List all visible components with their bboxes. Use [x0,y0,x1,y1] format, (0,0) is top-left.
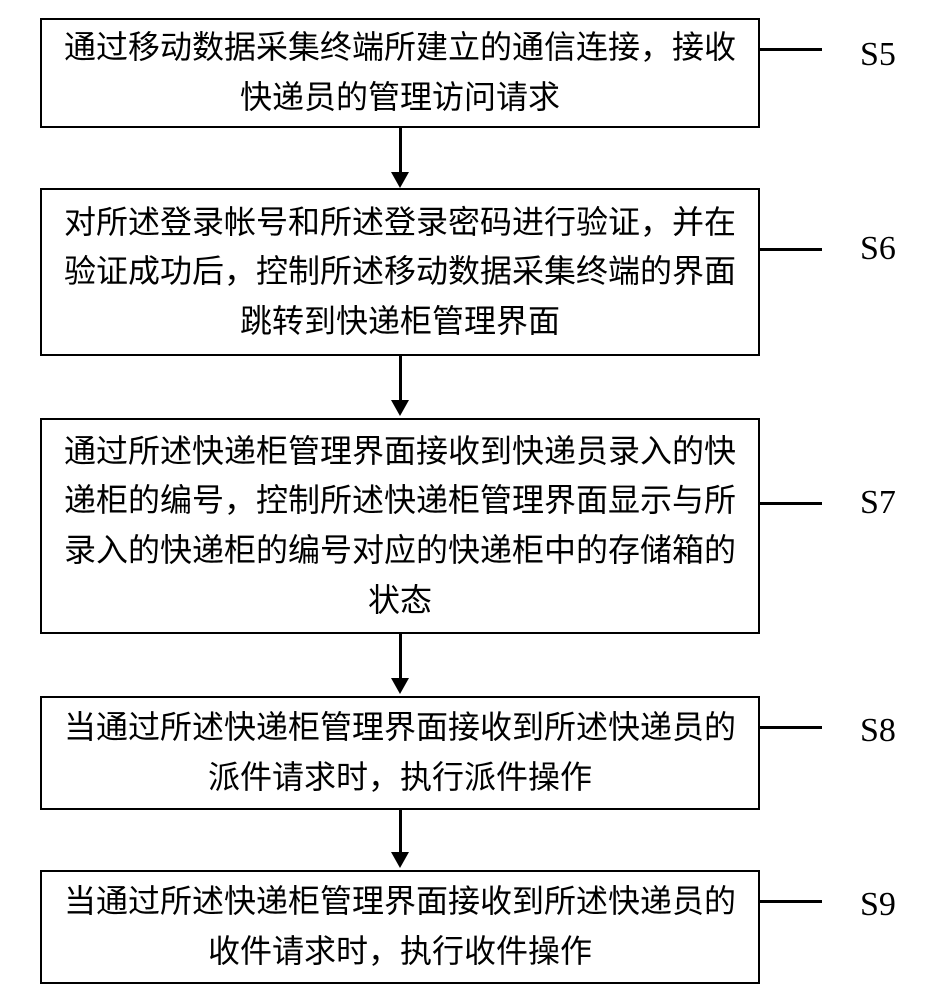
arrow-line-s5-s6 [399,128,402,172]
step-label-s8: S8 [860,712,896,750]
step-label-s9: S9 [860,886,896,924]
step-label-s7: S7 [860,484,896,522]
arrow-line-s8-s9 [399,810,402,852]
tick-line-s9 [760,900,822,903]
flow-step-text: 通过所述快递柜管理界面接收到快递员录入的快递柜的编号，控制所述快递柜管理界面显示… [62,427,738,625]
flow-step-text: 通过移动数据采集终端所建立的通信连接，接收快递员的管理访问请求 [62,23,738,122]
step-label-s5: S5 [860,36,896,74]
flow-step-s6: 对所述登录帐号和所述登录密码进行验证，并在验证成功后，控制所述移动数据采集终端的… [40,188,760,356]
arrow-line-s6-s7 [399,356,402,400]
arrowhead-s5-s6 [391,172,409,188]
tick-line-s8 [760,726,822,729]
flow-step-text: 当通过所述快递柜管理界面接收到所述快递员的派件请求时，执行派件操作 [62,703,738,802]
step-label-s6: S6 [860,230,896,268]
flow-step-s7: 通过所述快递柜管理界面接收到快递员录入的快递柜的编号，控制所述快递柜管理界面显示… [40,418,760,634]
tick-line-s7 [760,502,822,505]
arrow-line-s7-s8 [399,634,402,678]
flow-step-text: 当通过所述快递柜管理界面接收到所述快递员的收件请求时，执行收件操作 [62,877,738,976]
arrowhead-s6-s7 [391,400,409,416]
tick-line-s5 [760,48,822,51]
arrowhead-s7-s8 [391,678,409,694]
arrowhead-s8-s9 [391,852,409,868]
flow-step-s9: 当通过所述快递柜管理界面接收到所述快递员的收件请求时，执行收件操作 [40,870,760,984]
flow-step-s8: 当通过所述快递柜管理界面接收到所述快递员的派件请求时，执行派件操作 [40,696,760,810]
flow-step-s5: 通过移动数据采集终端所建立的通信连接，接收快递员的管理访问请求 [40,18,760,128]
tick-line-s6 [760,248,822,251]
flow-step-text: 对所述登录帐号和所述登录密码进行验证，并在验证成功后，控制所述移动数据采集终端的… [62,198,738,347]
